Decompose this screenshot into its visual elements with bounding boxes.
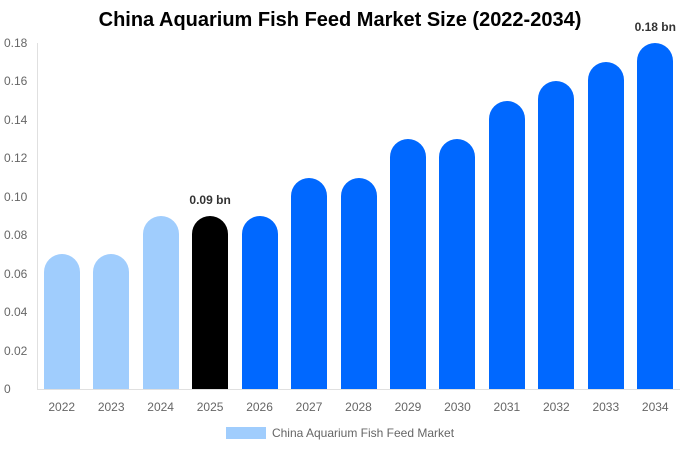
x-tick-label: 2030 xyxy=(444,400,471,414)
bar-2033[interactable] xyxy=(587,62,624,389)
x-tick-label: 2024 xyxy=(147,400,174,414)
bar-2023[interactable] xyxy=(93,254,130,389)
x-tick-label: 2031 xyxy=(493,400,521,414)
x-tick-label: 2022 xyxy=(48,400,76,414)
x-tick-label: 2028 xyxy=(345,400,372,414)
legend-label: China Aquarium Fish Feed Market xyxy=(271,426,455,440)
bar-2022[interactable] xyxy=(43,254,80,389)
y-tick-label: 0.10 xyxy=(4,189,28,204)
legend[interactable]: China Aquarium Fish Feed Market xyxy=(0,426,680,440)
bar-2027[interactable] xyxy=(291,177,328,389)
x-tick-label: 2032 xyxy=(542,400,570,414)
data-label-2034: 0.18 bn xyxy=(634,20,676,34)
y-tick-label: 0.08 xyxy=(4,228,28,243)
chart-title: China Aquarium Fish Feed Market Size (20… xyxy=(98,9,582,31)
y-axis-line xyxy=(37,43,38,389)
bar-2030[interactable] xyxy=(439,139,476,389)
x-tick-label: 2023 xyxy=(97,400,125,414)
y-tick-label: 0.12 xyxy=(4,151,28,166)
y-tick-label: 0.06 xyxy=(4,266,28,281)
x-tick-label: 2029 xyxy=(394,400,422,414)
bar-2024[interactable] xyxy=(142,216,179,389)
x-axis-line xyxy=(37,389,680,390)
y-tick-label: 0.14 xyxy=(4,112,28,127)
bar-2029[interactable] xyxy=(389,139,426,389)
y-tick-label: 0.18 xyxy=(4,36,28,50)
y-tick-label: 0 xyxy=(4,382,11,396)
data-label-2025: 0.09 bn xyxy=(189,193,231,207)
legend-swatch xyxy=(225,427,266,439)
bar-2025[interactable] xyxy=(192,216,229,389)
bar-2026[interactable] xyxy=(241,216,278,389)
y-tick-label: 0.04 xyxy=(4,305,28,320)
y-tick-label: 0.02 xyxy=(4,343,28,358)
bar-2034[interactable] xyxy=(637,43,674,389)
x-tick-label: 2034 xyxy=(641,400,669,414)
x-tick-label: 2026 xyxy=(246,400,273,414)
x-tick-label: 2027 xyxy=(295,400,323,414)
bar-2028[interactable] xyxy=(340,177,377,389)
bar-2031[interactable] xyxy=(488,100,525,389)
x-tick-label: 2033 xyxy=(592,400,620,414)
x-tick-label: 2025 xyxy=(196,400,224,414)
y-tick-label: 0.16 xyxy=(4,74,28,89)
bar-2032[interactable] xyxy=(538,81,575,389)
